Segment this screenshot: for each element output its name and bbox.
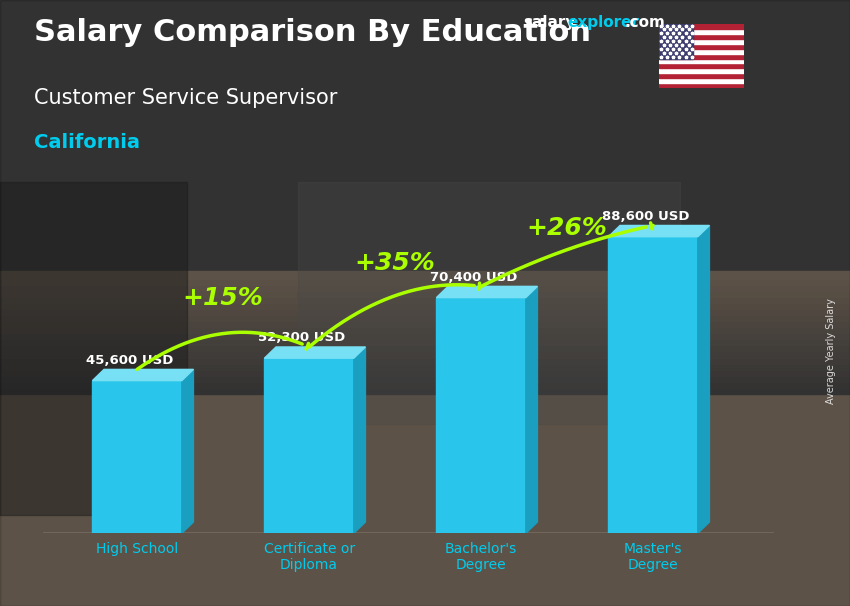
Text: California: California (34, 133, 140, 152)
Bar (659, 83, 744, 88)
Bar (0, 356, 850, 364)
Bar (0, 362, 850, 370)
Bar (659, 24, 744, 29)
Text: 45,600 USD: 45,600 USD (86, 353, 173, 367)
Bar (659, 73, 744, 78)
Bar (609, 237, 698, 533)
Bar (0, 344, 850, 351)
Text: +26%: +26% (527, 216, 608, 240)
Text: Salary Comparison By Education: Salary Comparison By Education (34, 18, 591, 47)
Bar (0, 375, 850, 382)
Text: .com: .com (625, 15, 666, 30)
Bar (0, 338, 850, 345)
Bar (436, 298, 526, 533)
Polygon shape (264, 347, 366, 358)
Bar (659, 53, 744, 59)
Bar (659, 44, 744, 48)
Polygon shape (93, 370, 194, 381)
Bar (0, 182, 187, 515)
Polygon shape (182, 370, 194, 533)
Bar (0, 284, 850, 291)
Bar (0, 381, 850, 388)
Bar (0, 320, 850, 327)
Bar (0, 350, 850, 358)
Bar (0, 332, 850, 339)
Bar (659, 78, 744, 83)
Bar (0, 302, 850, 309)
Bar (264, 358, 354, 533)
Bar (0, 278, 850, 285)
Bar (0, 0, 850, 333)
Bar (0, 387, 850, 394)
Bar (659, 29, 744, 34)
Bar (0, 314, 850, 321)
Bar (0, 290, 850, 297)
Bar (93, 381, 182, 533)
Bar (659, 68, 744, 73)
Text: +35%: +35% (354, 251, 435, 275)
Bar (0, 333, 850, 606)
Bar (659, 48, 744, 53)
Polygon shape (609, 225, 710, 237)
Bar (298, 182, 680, 424)
Bar (659, 24, 693, 59)
Text: Customer Service Supervisor: Customer Service Supervisor (34, 88, 337, 108)
Bar (0, 326, 850, 333)
Bar (659, 64, 744, 68)
Polygon shape (354, 347, 366, 533)
Bar (659, 39, 744, 44)
Text: explorer: explorer (568, 15, 640, 30)
Text: 52,300 USD: 52,300 USD (258, 331, 345, 344)
Bar (659, 34, 744, 39)
Text: salary: salary (523, 15, 575, 30)
Polygon shape (436, 287, 537, 298)
Polygon shape (526, 287, 537, 533)
Bar (659, 59, 744, 64)
Bar (0, 308, 850, 315)
Text: +15%: +15% (183, 286, 264, 310)
Text: 70,400 USD: 70,400 USD (429, 270, 517, 284)
Bar (0, 296, 850, 303)
Bar (0, 271, 850, 279)
Text: 88,600 USD: 88,600 USD (602, 210, 689, 222)
Polygon shape (698, 225, 710, 533)
Bar (0, 368, 850, 376)
Text: Average Yearly Salary: Average Yearly Salary (826, 299, 836, 404)
